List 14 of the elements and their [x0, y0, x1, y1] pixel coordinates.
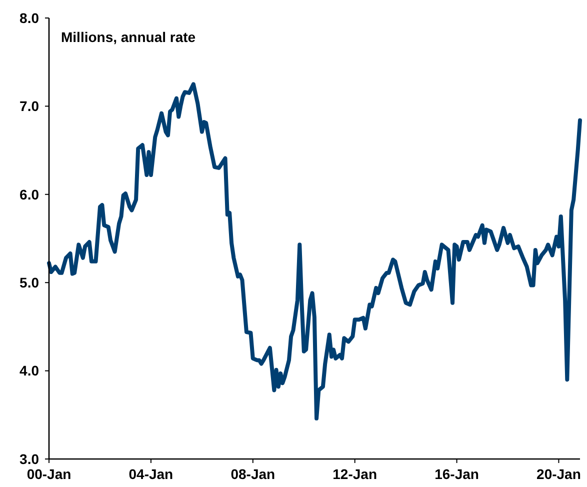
line-series — [47, 82, 582, 420]
x-tick-label: 12-Jan — [332, 466, 378, 482]
y-tick-label: 8.0 — [20, 10, 40, 26]
y-tick-label: 6.0 — [20, 186, 40, 202]
y-tick-label: 5.0 — [20, 274, 40, 290]
x-tick-label: 08-Jan — [230, 466, 276, 482]
x-tick-label: 00-Jan — [26, 466, 72, 482]
x-tick-label: 16-Jan — [434, 466, 479, 482]
y-tick-label: 3.0 — [20, 450, 40, 467]
y-axis-title: Millions, annual rate — [61, 29, 196, 45]
y-tick-label: 4.0 — [20, 362, 40, 379]
x-tick-label: 20-Jan — [536, 466, 581, 482]
x-tick-label: 04-Jan — [128, 466, 174, 482]
y-tick-label: 7.0 — [20, 98, 40, 114]
